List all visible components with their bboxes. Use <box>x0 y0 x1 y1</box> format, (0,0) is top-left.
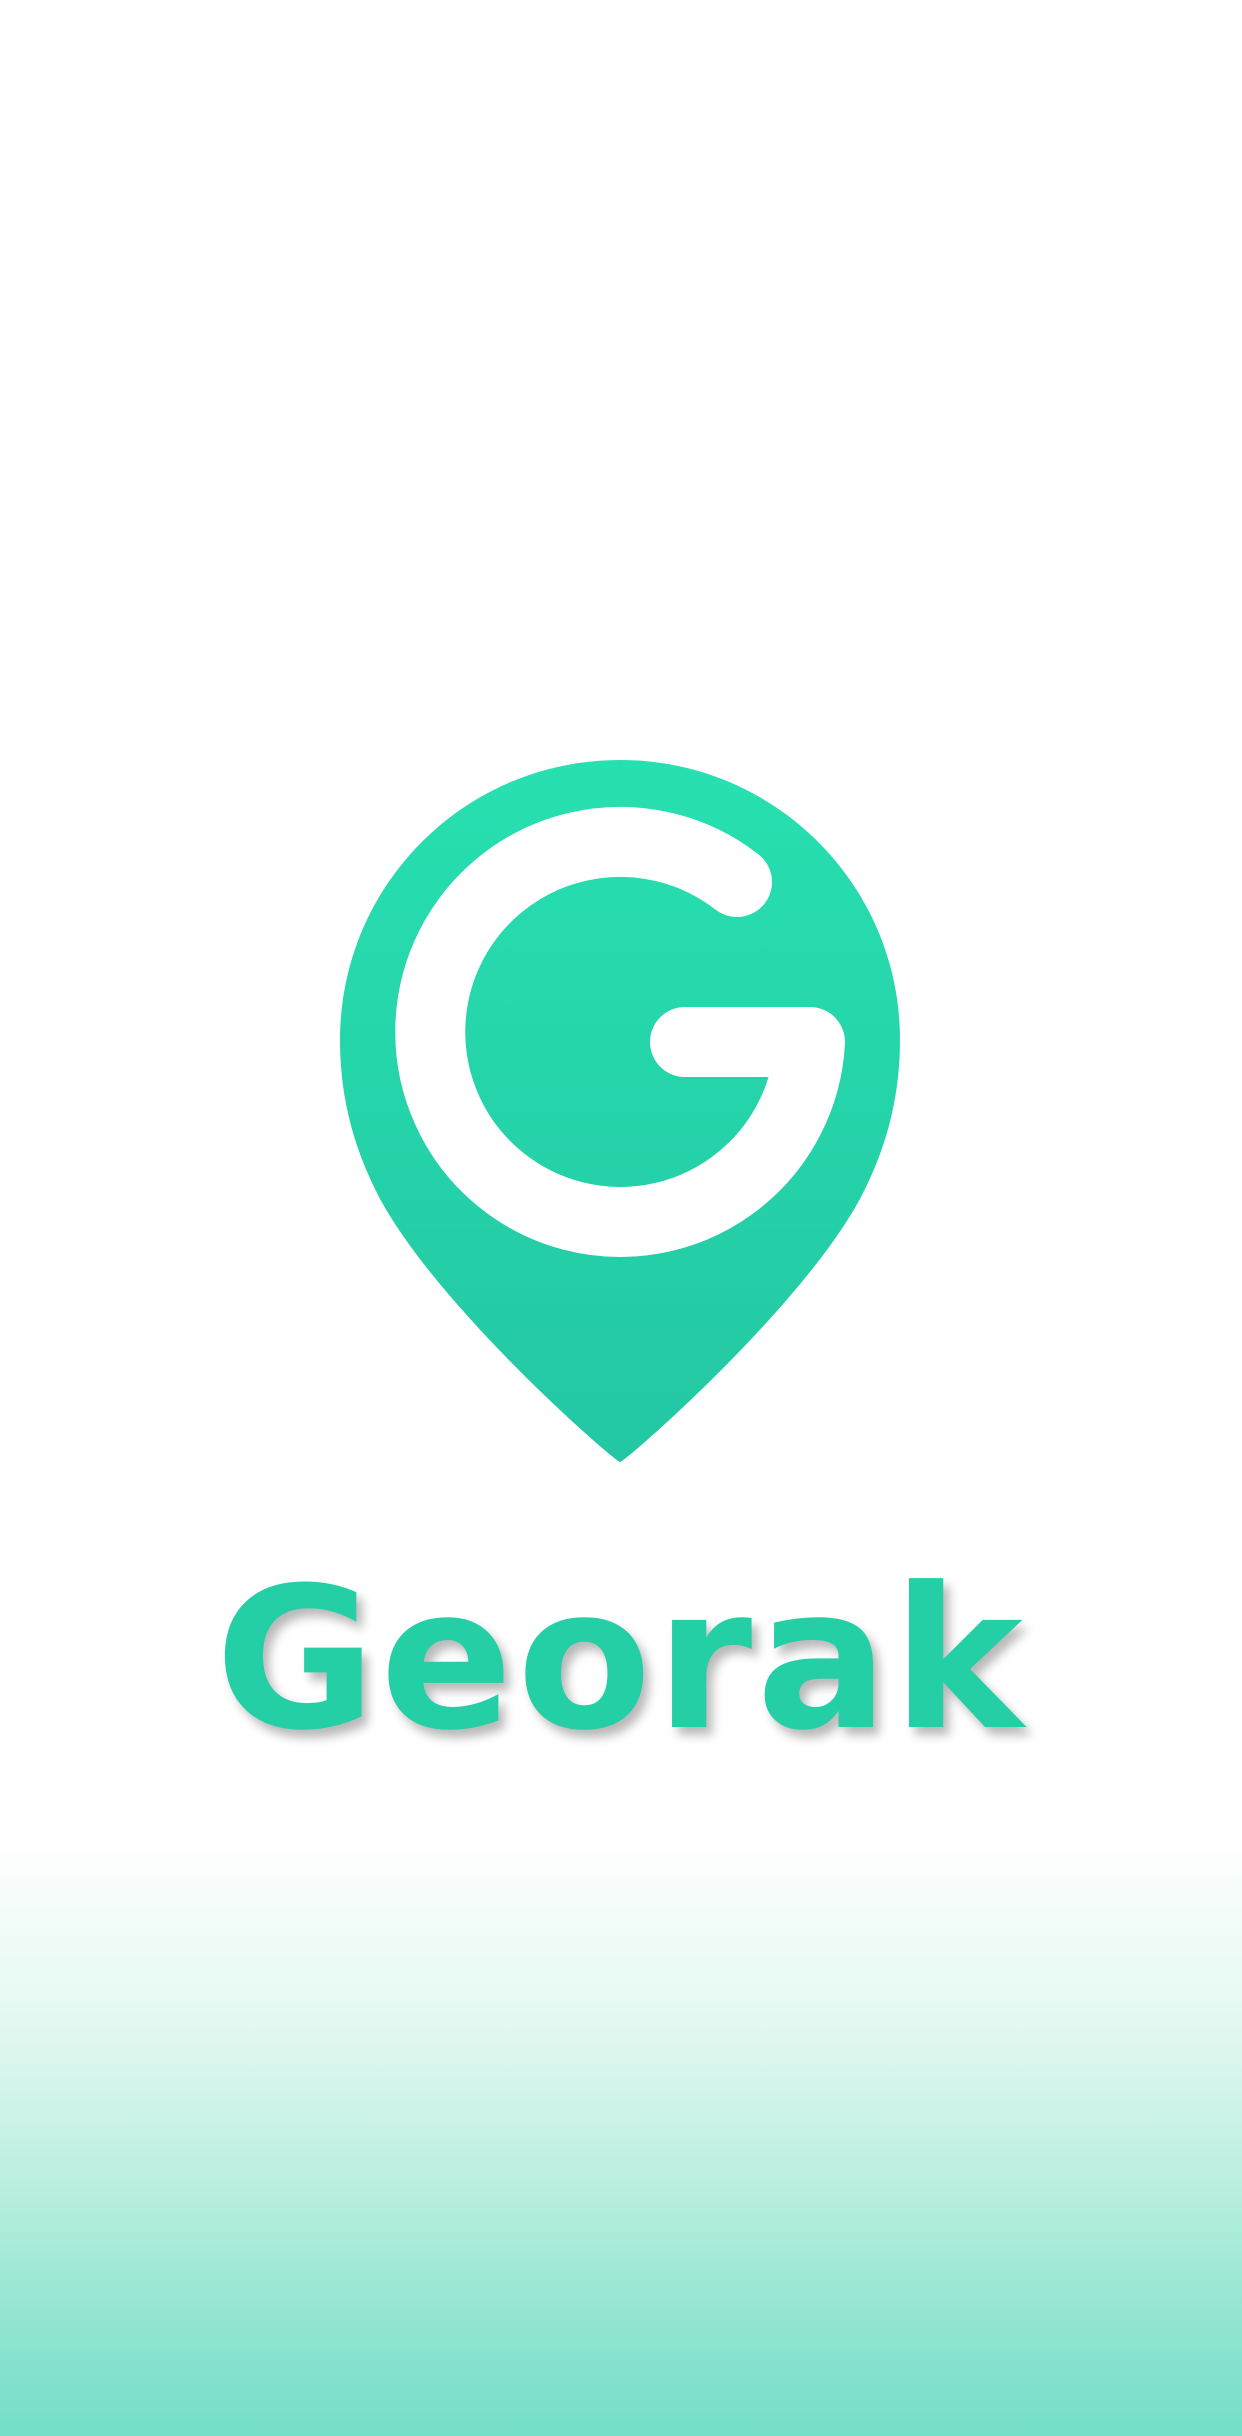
g-letter-shape <box>395 806 845 1257</box>
app-name: Georak <box>215 1546 1027 1774</box>
map-pin-g-icon <box>340 760 900 1462</box>
